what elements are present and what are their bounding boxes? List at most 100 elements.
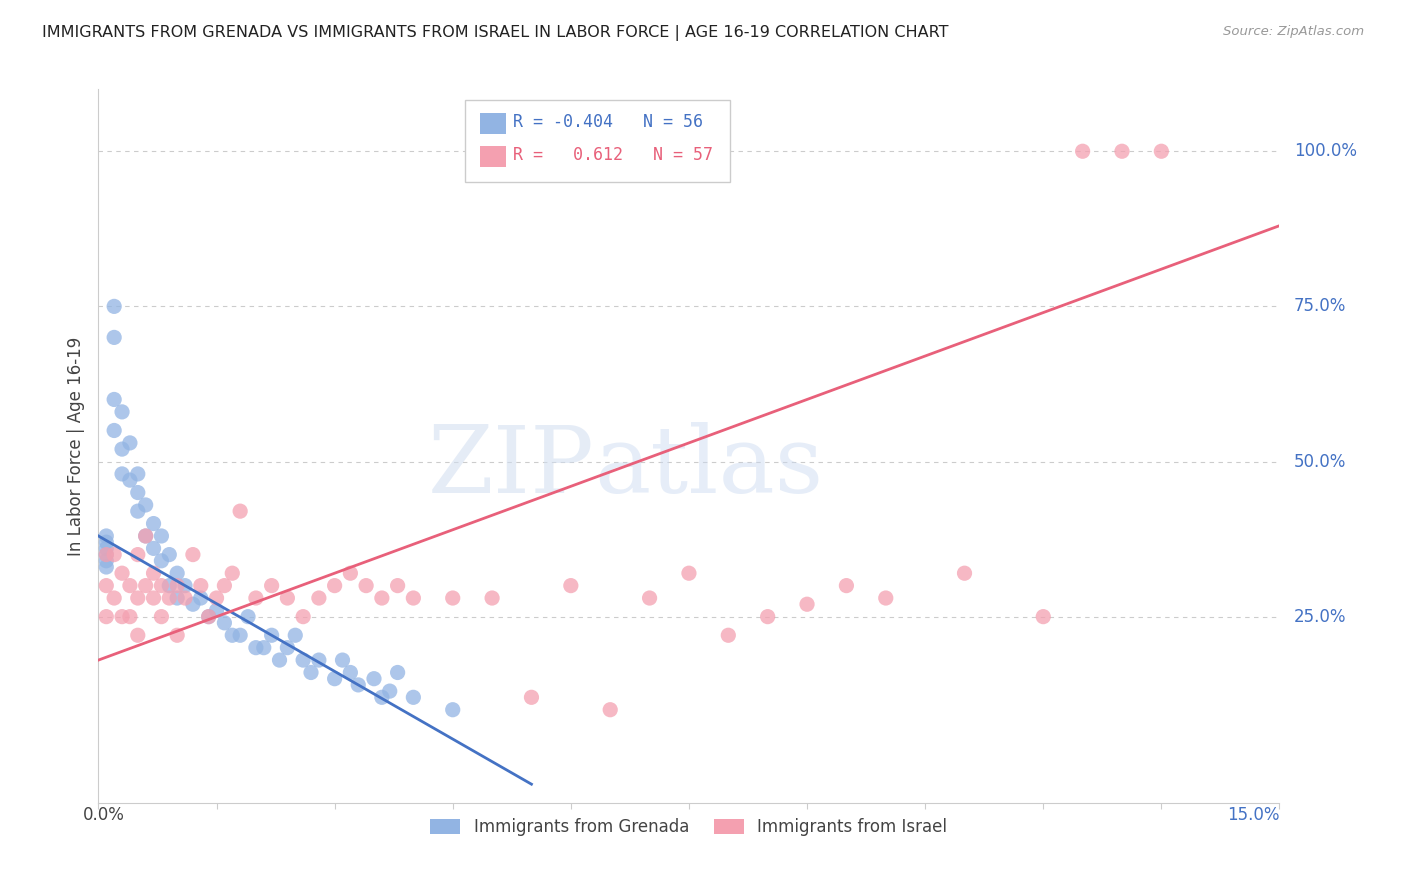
Point bbox=[292, 653, 315, 667]
Point bbox=[308, 653, 330, 667]
Point bbox=[166, 566, 188, 581]
Point bbox=[96, 609, 118, 624]
Text: R =   0.612   N = 57: R = 0.612 N = 57 bbox=[513, 146, 713, 164]
Point bbox=[229, 628, 252, 642]
Point bbox=[347, 678, 370, 692]
Point bbox=[363, 672, 385, 686]
Point bbox=[299, 665, 322, 680]
Y-axis label: In Labor Force | Age 16-19: In Labor Force | Age 16-19 bbox=[67, 336, 86, 556]
FancyBboxPatch shape bbox=[464, 100, 730, 182]
Point bbox=[96, 548, 118, 562]
Point bbox=[150, 609, 173, 624]
Point bbox=[221, 628, 243, 642]
Text: IMMIGRANTS FROM GRENADA VS IMMIGRANTS FROM ISRAEL IN LABOR FORCE | AGE 16-19 COR: IMMIGRANTS FROM GRENADA VS IMMIGRANTS FR… bbox=[42, 25, 949, 41]
Point bbox=[135, 498, 157, 512]
Point bbox=[520, 690, 543, 705]
Point bbox=[96, 548, 118, 562]
Point bbox=[127, 548, 149, 562]
Point bbox=[127, 628, 149, 642]
Point bbox=[103, 424, 125, 438]
Point bbox=[166, 591, 188, 605]
Point bbox=[245, 640, 267, 655]
Point bbox=[292, 609, 315, 624]
Point bbox=[174, 591, 197, 605]
Point bbox=[1071, 145, 1094, 159]
Point bbox=[323, 672, 346, 686]
Point bbox=[835, 579, 858, 593]
Point bbox=[402, 591, 425, 605]
Point bbox=[111, 405, 134, 419]
Point bbox=[103, 392, 125, 407]
Point bbox=[157, 579, 180, 593]
Point bbox=[96, 541, 118, 556]
Point bbox=[118, 436, 141, 450]
Point bbox=[142, 591, 165, 605]
Point bbox=[276, 640, 298, 655]
Point bbox=[135, 579, 157, 593]
Text: 50.0%: 50.0% bbox=[1294, 452, 1346, 470]
Point bbox=[150, 529, 173, 543]
Point bbox=[142, 566, 165, 581]
Text: 15.0%: 15.0% bbox=[1227, 805, 1279, 824]
Point bbox=[190, 591, 212, 605]
Point bbox=[953, 566, 976, 581]
Point bbox=[276, 591, 298, 605]
Point bbox=[96, 535, 118, 549]
Point bbox=[150, 579, 173, 593]
Point bbox=[308, 591, 330, 605]
Point bbox=[135, 529, 157, 543]
Point bbox=[166, 579, 188, 593]
Point bbox=[245, 591, 267, 605]
Text: 25.0%: 25.0% bbox=[1294, 607, 1346, 625]
Bar bbox=[479, 145, 506, 167]
Point bbox=[166, 628, 188, 642]
Point bbox=[127, 485, 149, 500]
Point bbox=[111, 566, 134, 581]
Point bbox=[332, 653, 354, 667]
Point bbox=[323, 579, 346, 593]
Point bbox=[756, 609, 779, 624]
Point bbox=[197, 609, 219, 624]
Point bbox=[1032, 609, 1054, 624]
Point bbox=[103, 330, 125, 344]
Point bbox=[96, 529, 118, 543]
Point bbox=[157, 548, 180, 562]
Point bbox=[142, 516, 165, 531]
Point bbox=[111, 609, 134, 624]
Text: R = -0.404   N = 56: R = -0.404 N = 56 bbox=[513, 113, 703, 131]
Point bbox=[96, 554, 118, 568]
Point bbox=[339, 665, 361, 680]
Point bbox=[221, 566, 243, 581]
Point bbox=[190, 579, 212, 593]
Point bbox=[387, 579, 409, 593]
Point bbox=[103, 591, 125, 605]
Point bbox=[205, 603, 228, 617]
Point bbox=[111, 442, 134, 456]
Point bbox=[354, 579, 377, 593]
Point bbox=[236, 609, 259, 624]
Point bbox=[150, 554, 173, 568]
Point bbox=[269, 653, 291, 667]
Point bbox=[481, 591, 503, 605]
Text: atlas: atlas bbox=[595, 423, 824, 512]
Point bbox=[111, 467, 134, 481]
Bar bbox=[479, 112, 506, 134]
Point bbox=[197, 609, 219, 624]
Point bbox=[1150, 145, 1173, 159]
Point bbox=[875, 591, 897, 605]
Point bbox=[96, 560, 118, 574]
Point bbox=[174, 579, 197, 593]
Point bbox=[103, 299, 125, 313]
Text: ZIP: ZIP bbox=[427, 423, 595, 512]
Point bbox=[339, 566, 361, 581]
Point bbox=[127, 504, 149, 518]
Point bbox=[560, 579, 582, 593]
Point bbox=[260, 628, 283, 642]
Point bbox=[796, 597, 818, 611]
Point bbox=[181, 548, 204, 562]
Text: 0.0%: 0.0% bbox=[83, 805, 125, 824]
Point bbox=[157, 591, 180, 605]
Text: Source: ZipAtlas.com: Source: ZipAtlas.com bbox=[1223, 25, 1364, 38]
Point bbox=[717, 628, 740, 642]
Point bbox=[214, 615, 236, 630]
